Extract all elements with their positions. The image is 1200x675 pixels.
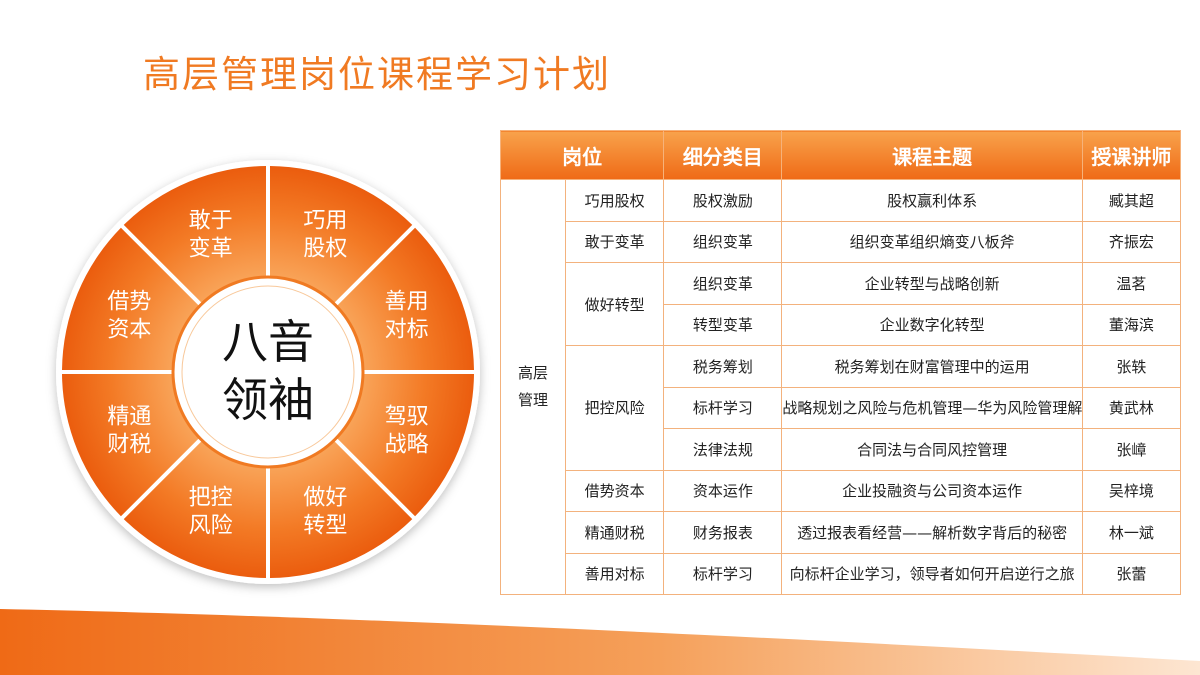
wheel-segment-label: 借势 [107, 290, 151, 315]
wheel-segment-label: 敢于 [189, 208, 233, 233]
header-position: 岗位 [499, 130, 665, 180]
topic-cell: 企业投融资与公司资本运作 [781, 469, 1083, 512]
wheel-segment [269, 166, 413, 304]
lecturer-cell: 齐振宏 [1081, 220, 1182, 263]
wheel-center-circle [181, 285, 355, 459]
table-row: 借势资本 资本运作 企业投融资与公司资本运作 吴梓境 [501, 469, 1182, 512]
category-cell: 标杆学习 [663, 386, 783, 429]
table-row: 把控风险 税务筹划 税务筹划在财富管理中的运用 张轶 [501, 345, 1182, 471]
position-cell: 做好转型 [565, 262, 665, 346]
bottom-wave-decoration [0, 609, 1200, 675]
category-cell: 组织变革 [663, 220, 783, 263]
table-row: 法律法规 合同法与合同风控管理 张嶂 [501, 428, 1182, 471]
wheel-center-line-1: 八音 [222, 315, 314, 369]
topic-cell: 组织变革组织熵变八板斧 [781, 220, 1083, 263]
position-cell: 借势资本 [565, 469, 665, 512]
category-cell: 标杆学习 [663, 552, 783, 595]
category-cell: 组织变革 [663, 262, 783, 305]
position-cell: 精通财税 [565, 511, 665, 554]
wheel-segment-label: 精通 [107, 404, 151, 429]
wheel-segment-label: 变革 [189, 236, 233, 261]
wheel-segment [62, 373, 200, 517]
category-cell: 转型变革 [663, 303, 783, 346]
topic-cell: 股权赢利体系 [781, 179, 1083, 222]
wheel-segment-label: 风险 [189, 514, 233, 539]
lecturer-cell: 林一斌 [1081, 511, 1182, 554]
wheel-segment [269, 440, 413, 578]
course-table-container: 岗位 细分类目 课程主题 授课讲师 高层 管理 巧用股权 股权激励 股权赢利体系 臧其超… [499, 130, 1182, 595]
wheel-segment [62, 227, 200, 371]
role-cell: 高层 管理 [499, 179, 567, 595]
category-cell: 税务筹划 [663, 345, 783, 388]
wheel-segment [336, 227, 474, 371]
lecturer-cell: 董海滨 [1081, 303, 1182, 346]
wheel-segment [123, 166, 267, 304]
table-row: 转型变革 企业数字化转型 董海滨 [501, 303, 1182, 346]
lecturer-cell: 臧其超 [1081, 179, 1182, 222]
position-cell: 把控风险 [565, 345, 665, 471]
lecturer-cell: 张轶 [1081, 345, 1182, 388]
lecturer-cell: 张嶂 [1081, 428, 1182, 471]
table-row: 精通财税 财务报表 透过报表看经营——解析数字背后的秘密 林一斌 [501, 511, 1182, 554]
header-lecturer: 授课讲师 [1081, 130, 1182, 180]
topic-cell: 透过报表看经营——解析数字背后的秘密 [781, 511, 1083, 554]
position-cell: 善用对标 [565, 552, 665, 595]
topic-cell: 企业转型与战略创新 [781, 262, 1083, 305]
wheel-segment-label: 股权 [303, 236, 347, 261]
header-topic: 课程主题 [781, 130, 1083, 180]
wheel-segment-label: 转型 [303, 514, 347, 539]
wheel-segment-label: 做好 [303, 486, 347, 511]
wheel-segment-label: 巧用 [303, 208, 347, 233]
lecturer-cell: 温茗 [1081, 262, 1182, 305]
topic-cell: 合同法与合同风控管理 [781, 428, 1083, 471]
category-cell: 法律法规 [663, 428, 783, 471]
topic-cell: 税务筹划在财富管理中的运用 [781, 345, 1083, 388]
wheel-segment [336, 373, 474, 517]
position-cell: 巧用股权 [565, 179, 665, 222]
lecturer-cell: 吴梓境 [1081, 469, 1182, 512]
category-cell: 资本运作 [663, 469, 783, 512]
wheel-segment-label: 资本 [107, 318, 151, 343]
wheel-segment-label: 对标 [385, 318, 429, 343]
wheel-segment [123, 440, 267, 578]
table-row: 高层 管理 巧用股权 股权激励 股权赢利体系 臧其超 [499, 179, 1182, 595]
table-row: 标杆学习 战略规划之风险与危机管理—华为风险管理解析 黄武林 [501, 386, 1182, 429]
wheel-center-line-2: 领袖 [222, 373, 314, 427]
topic-cell: 企业数字化转型 [781, 303, 1083, 346]
table-header-row: 岗位 细分类目 课程主题 授课讲师 [499, 130, 1182, 180]
course-table: 岗位 细分类目 课程主题 授课讲师 高层 管理 巧用股权 股权激励 股权赢利体系 臧其超… [499, 130, 1182, 595]
lecturer-cell: 张蕾 [1081, 552, 1182, 595]
lecturer-cell: 黄武林 [1081, 386, 1182, 429]
wheel-segment-label: 善用 [385, 290, 429, 315]
wheel-segment-label: 战略 [385, 432, 429, 457]
table-row: 敢于变革 组织变革 组织变革组织熵变八板斧 齐振宏 [501, 220, 1182, 263]
topic-cell: 战略规划之风险与危机管理—华为风险管理解析 [781, 386, 1083, 429]
topic-cell: 向标杆企业学习，领导者如何开启逆行之旅 [781, 552, 1083, 595]
category-cell: 财务报表 [663, 511, 783, 554]
page-title: 高层管理岗位课程学习计划 [143, 53, 611, 96]
header-category: 细分类目 [663, 130, 783, 180]
table-row: 善用对标 标杆学习 向标杆企业学习，领导者如何开启逆行之旅 张蕾 [501, 552, 1182, 595]
position-cell: 敢于变革 [565, 220, 665, 263]
wheel-segment-label: 把控 [189, 486, 233, 511]
category-cell: 股权激励 [663, 179, 783, 222]
wheel-segment-label: 驾驭 [385, 404, 429, 429]
table-row: 做好转型 组织变革 企业转型与战略创新 温茗 [501, 262, 1182, 346]
wheel-segment-label: 财税 [107, 432, 151, 457]
